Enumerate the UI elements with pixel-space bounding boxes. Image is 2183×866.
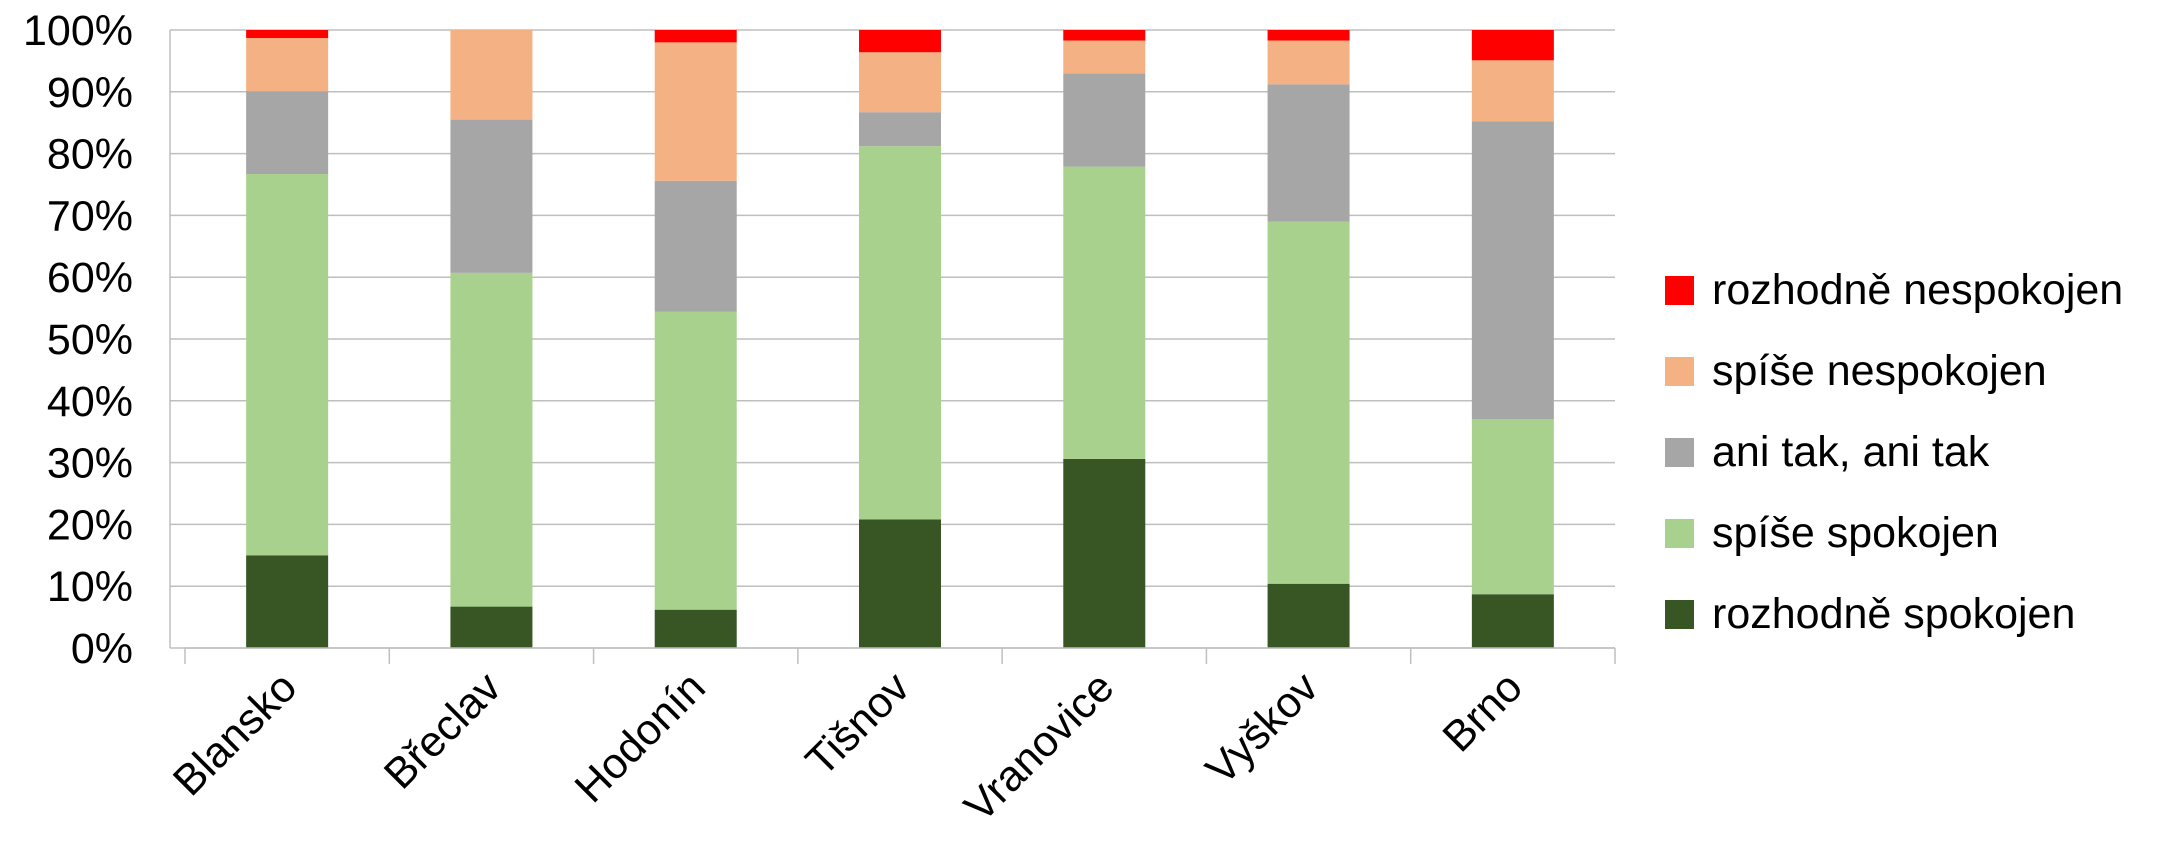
bar-segment bbox=[450, 30, 533, 120]
y-tick-label: 70% bbox=[47, 192, 133, 240]
legend-swatch bbox=[1665, 357, 1694, 386]
bar-segment bbox=[1063, 40, 1146, 74]
legend-label: spíše spokojen bbox=[1712, 509, 1999, 557]
chart: 0% 10% 20% 30% 40% 50% 60% 70% 80% 90% 100% Blansk… bbox=[23, 7, 1616, 831]
bar-segment bbox=[246, 173, 329, 556]
y-tick-label: 40% bbox=[47, 378, 133, 426]
legend-label: ani tak, ani tak bbox=[1712, 428, 1990, 476]
bar-segment bbox=[1267, 40, 1350, 85]
x-tick-label: Vranovice bbox=[955, 663, 1123, 831]
bar-segment bbox=[859, 112, 941, 147]
legend-label: spíše nespokojen bbox=[1712, 347, 2047, 395]
bar-segment bbox=[654, 42, 737, 181]
legend-item: rozhodně nespokojen bbox=[1665, 250, 2123, 331]
x-tick-label: Hodonín bbox=[566, 663, 715, 812]
bar-segment bbox=[1471, 594, 1554, 648]
legend-label: rozhodně nespokojen bbox=[1712, 266, 2124, 314]
bars bbox=[246, 30, 1554, 648]
bar-segment bbox=[1063, 73, 1146, 167]
legend-swatch bbox=[1665, 438, 1694, 467]
x-tick-label: Tišnov bbox=[797, 663, 920, 786]
legend-item: spíše nespokojen bbox=[1665, 331, 2123, 412]
bar-segment bbox=[1063, 458, 1146, 648]
legend-swatch bbox=[1665, 276, 1694, 305]
bar-segment bbox=[450, 606, 533, 648]
legend-item: rozhodně spokojen bbox=[1665, 574, 2123, 655]
bar-segment bbox=[1471, 121, 1554, 420]
bar-segment bbox=[1267, 30, 1350, 41]
y-axis-tick-labels: 0% 10% 20% 30% 40% 50% 60% 70% 80% 90% 100% bbox=[23, 7, 133, 673]
bar-segment bbox=[654, 311, 737, 610]
bar-segment bbox=[246, 30, 329, 39]
x-tick-label: Blansko bbox=[164, 663, 306, 805]
bar-segment bbox=[246, 38, 329, 92]
x-axis-tick-labels: Blansko Břeclav Hodonín Tišnov Vranovice Vyšk… bbox=[164, 663, 1532, 831]
bar-segment bbox=[859, 30, 941, 53]
y-tick-label: 10% bbox=[47, 563, 133, 611]
bar-segment bbox=[450, 119, 533, 273]
x-axis bbox=[184, 647, 1616, 664]
bar-segment bbox=[859, 146, 941, 520]
bar-segment bbox=[1267, 84, 1350, 222]
bar-segment bbox=[654, 30, 737, 43]
x-tick-label: Břeclav bbox=[375, 663, 511, 799]
bar-segment bbox=[859, 519, 941, 648]
bar-segment bbox=[1063, 30, 1146, 41]
y-tick-label: 50% bbox=[47, 316, 133, 364]
x-tick-label: Brno bbox=[1434, 663, 1532, 761]
bar-segment bbox=[654, 180, 737, 312]
bar-segment bbox=[1471, 60, 1554, 122]
legend-swatch bbox=[1665, 600, 1694, 629]
bar-segment bbox=[859, 52, 941, 113]
legend-item: spíše spokojen bbox=[1665, 493, 2123, 574]
y-tick-label: 30% bbox=[47, 440, 133, 488]
bar-segment bbox=[246, 91, 329, 174]
bar-segment bbox=[450, 272, 533, 607]
x-tick-label: Vyškov bbox=[1197, 663, 1328, 794]
bar-segment bbox=[246, 555, 329, 648]
bar-segment bbox=[1267, 583, 1350, 648]
legend-label: rozhodně spokojen bbox=[1712, 590, 2076, 638]
legend: rozhodně nespokojen spíše nespokojen ani t… bbox=[1665, 250, 2123, 655]
bar-segment bbox=[1471, 30, 1554, 61]
y-tick-label: 90% bbox=[47, 69, 133, 117]
y-tick-label: 100% bbox=[23, 7, 133, 55]
bar-segment bbox=[1063, 166, 1146, 459]
y-tick-label: 80% bbox=[47, 131, 133, 179]
legend-item: ani tak, ani tak bbox=[1665, 412, 2123, 493]
bar-segment bbox=[1471, 419, 1554, 595]
y-tick-label: 60% bbox=[47, 254, 133, 302]
legend-swatch bbox=[1665, 519, 1694, 548]
bar-segment bbox=[1267, 221, 1350, 584]
bar-segment bbox=[654, 609, 737, 648]
y-tick-label: 20% bbox=[47, 501, 133, 549]
y-tick-label: 0% bbox=[71, 625, 133, 673]
